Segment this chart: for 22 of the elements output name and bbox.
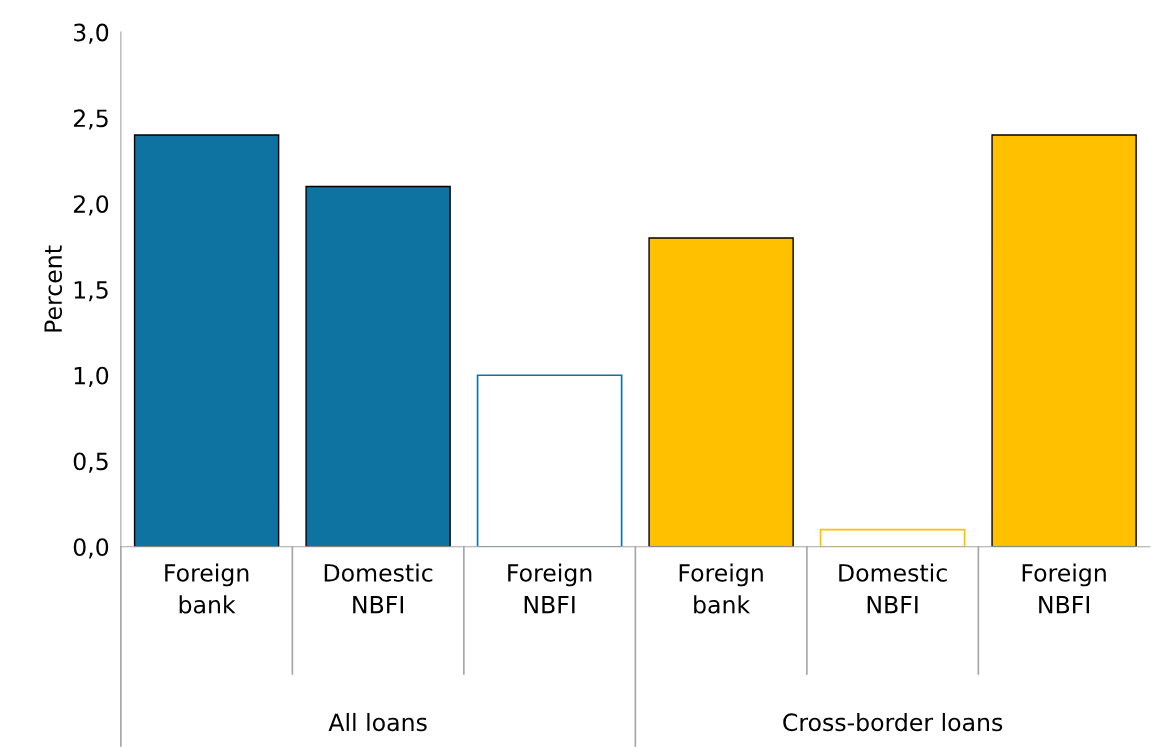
- bar: [991, 134, 1137, 547]
- x-tick-label: Domestic NBFI: [324, 563, 433, 614]
- y-tick-label: 0,5: [73, 452, 108, 473]
- x-tick-label: Domestic NBFI: [839, 563, 947, 614]
- text: Cross-border loans: [783, 712, 1003, 732]
- y-tick-label: 3,0: [74, 23, 109, 44]
- y-tick-label: 2,0: [73, 195, 109, 216]
- bar: [305, 185, 451, 547]
- x-tick-label: Foreign NBFI: [1022, 563, 1106, 614]
- y-tick-label: 1,5: [74, 281, 108, 302]
- text: All loans: [328, 712, 427, 732]
- y-tick-label: 2,5: [73, 109, 108, 130]
- x-tick-label: Foreign NBFI: [508, 563, 592, 614]
- bar: [819, 528, 966, 547]
- y-axis-title: Percent: [44, 245, 63, 332]
- x-tick-label: Foreign bank: [679, 563, 763, 614]
- x-tick-label: Foreign bank: [165, 563, 249, 614]
- y-tick-label: 0,0: [73, 538, 109, 559]
- y-tick-label: 1,0: [74, 366, 109, 387]
- bar: [476, 374, 623, 547]
- bar: [648, 237, 794, 547]
- bar: [133, 134, 280, 547]
